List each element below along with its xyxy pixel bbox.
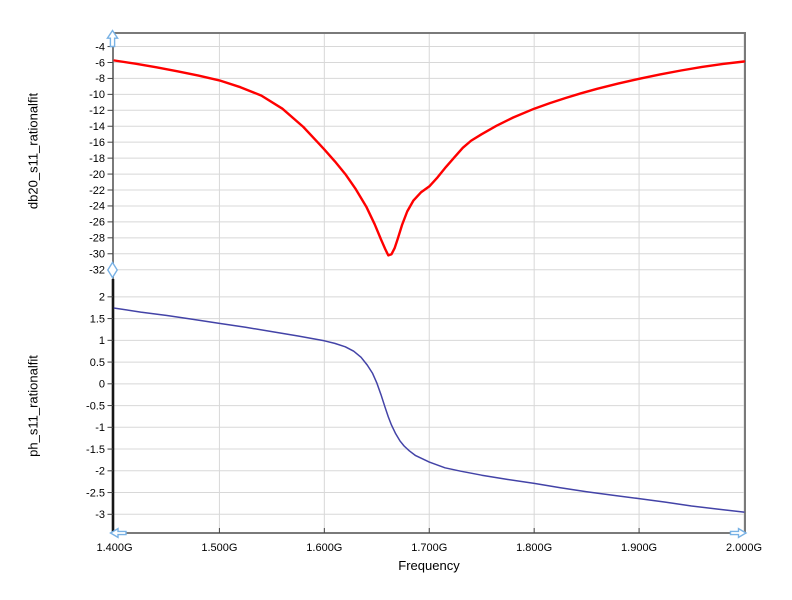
top-chart-y-axis-label: db20_s11_rationalfit (25, 92, 41, 210)
y-tick-label: -2 (95, 466, 105, 478)
tick-marks (107, 46, 640, 533)
y-tick-label: -1.5 (86, 444, 105, 456)
y-tick-label: -8 (95, 73, 105, 85)
y-tick-label: -26 (89, 217, 105, 229)
x-axis-handle-right-arrow-icon[interactable] (729, 527, 748, 539)
y-tick-label: 0.5 (90, 357, 105, 369)
s11-db-curve[interactable] (113, 59, 746, 257)
y-tick-label: -18 (89, 153, 105, 165)
x-tick-label: 1.500G (201, 542, 237, 554)
s11-phase-curve[interactable] (113, 307, 745, 513)
y-tick-label: -28 (89, 233, 105, 245)
y-tick-label: -20 (89, 169, 105, 181)
y-tick-label: -1 (95, 422, 105, 434)
x-axis-handle-left-arrow-icon[interactable] (109, 527, 127, 539)
y-tick-label: -32 (89, 265, 105, 277)
y-tick-label: 1 (99, 335, 105, 347)
y-tick-label: -6 (95, 57, 105, 69)
y-tick-label: -22 (89, 185, 105, 197)
y-axis-handle-diamond-icon[interactable] (106, 261, 119, 279)
y-tick-label: -16 (89, 137, 105, 149)
y-tick-label: -24 (89, 201, 105, 213)
bottom-chart-y-axis-label: ph_s11_rationalfit (25, 355, 41, 457)
x-tick-label: 1.900G (621, 542, 657, 554)
x-tick-label: 1.600G (306, 542, 342, 554)
y-tick-label: 0 (99, 379, 105, 391)
y-tick-label: -10 (89, 89, 105, 101)
x-tick-label: 1.700G (411, 542, 447, 554)
y-tick-label: -14 (89, 121, 105, 133)
tick-labels: -4-6-8-10-12-14-16-18-20-22-24-26-28-30-… (86, 41, 762, 554)
y-tick-label: -2.5 (86, 487, 105, 499)
gridlines (113, 33, 745, 533)
y-tick-label: 2 (99, 292, 105, 304)
x-axis-label: Frequency (398, 558, 460, 573)
y-tick-label: -12 (89, 105, 105, 117)
x-tick-label: 1.800G (516, 542, 552, 554)
y-tick-label: -0.5 (86, 400, 105, 412)
x-tick-label: 1.400G (96, 542, 132, 554)
y-tick-label: -4 (95, 41, 105, 53)
y-axis-handle-up-arrow-icon[interactable] (106, 29, 119, 48)
y-tick-label: -30 (89, 249, 105, 261)
x-tick-label: 2.000G (726, 542, 762, 554)
y-tick-label: 1.5 (90, 313, 105, 325)
y-tick-label: -3 (95, 509, 105, 521)
